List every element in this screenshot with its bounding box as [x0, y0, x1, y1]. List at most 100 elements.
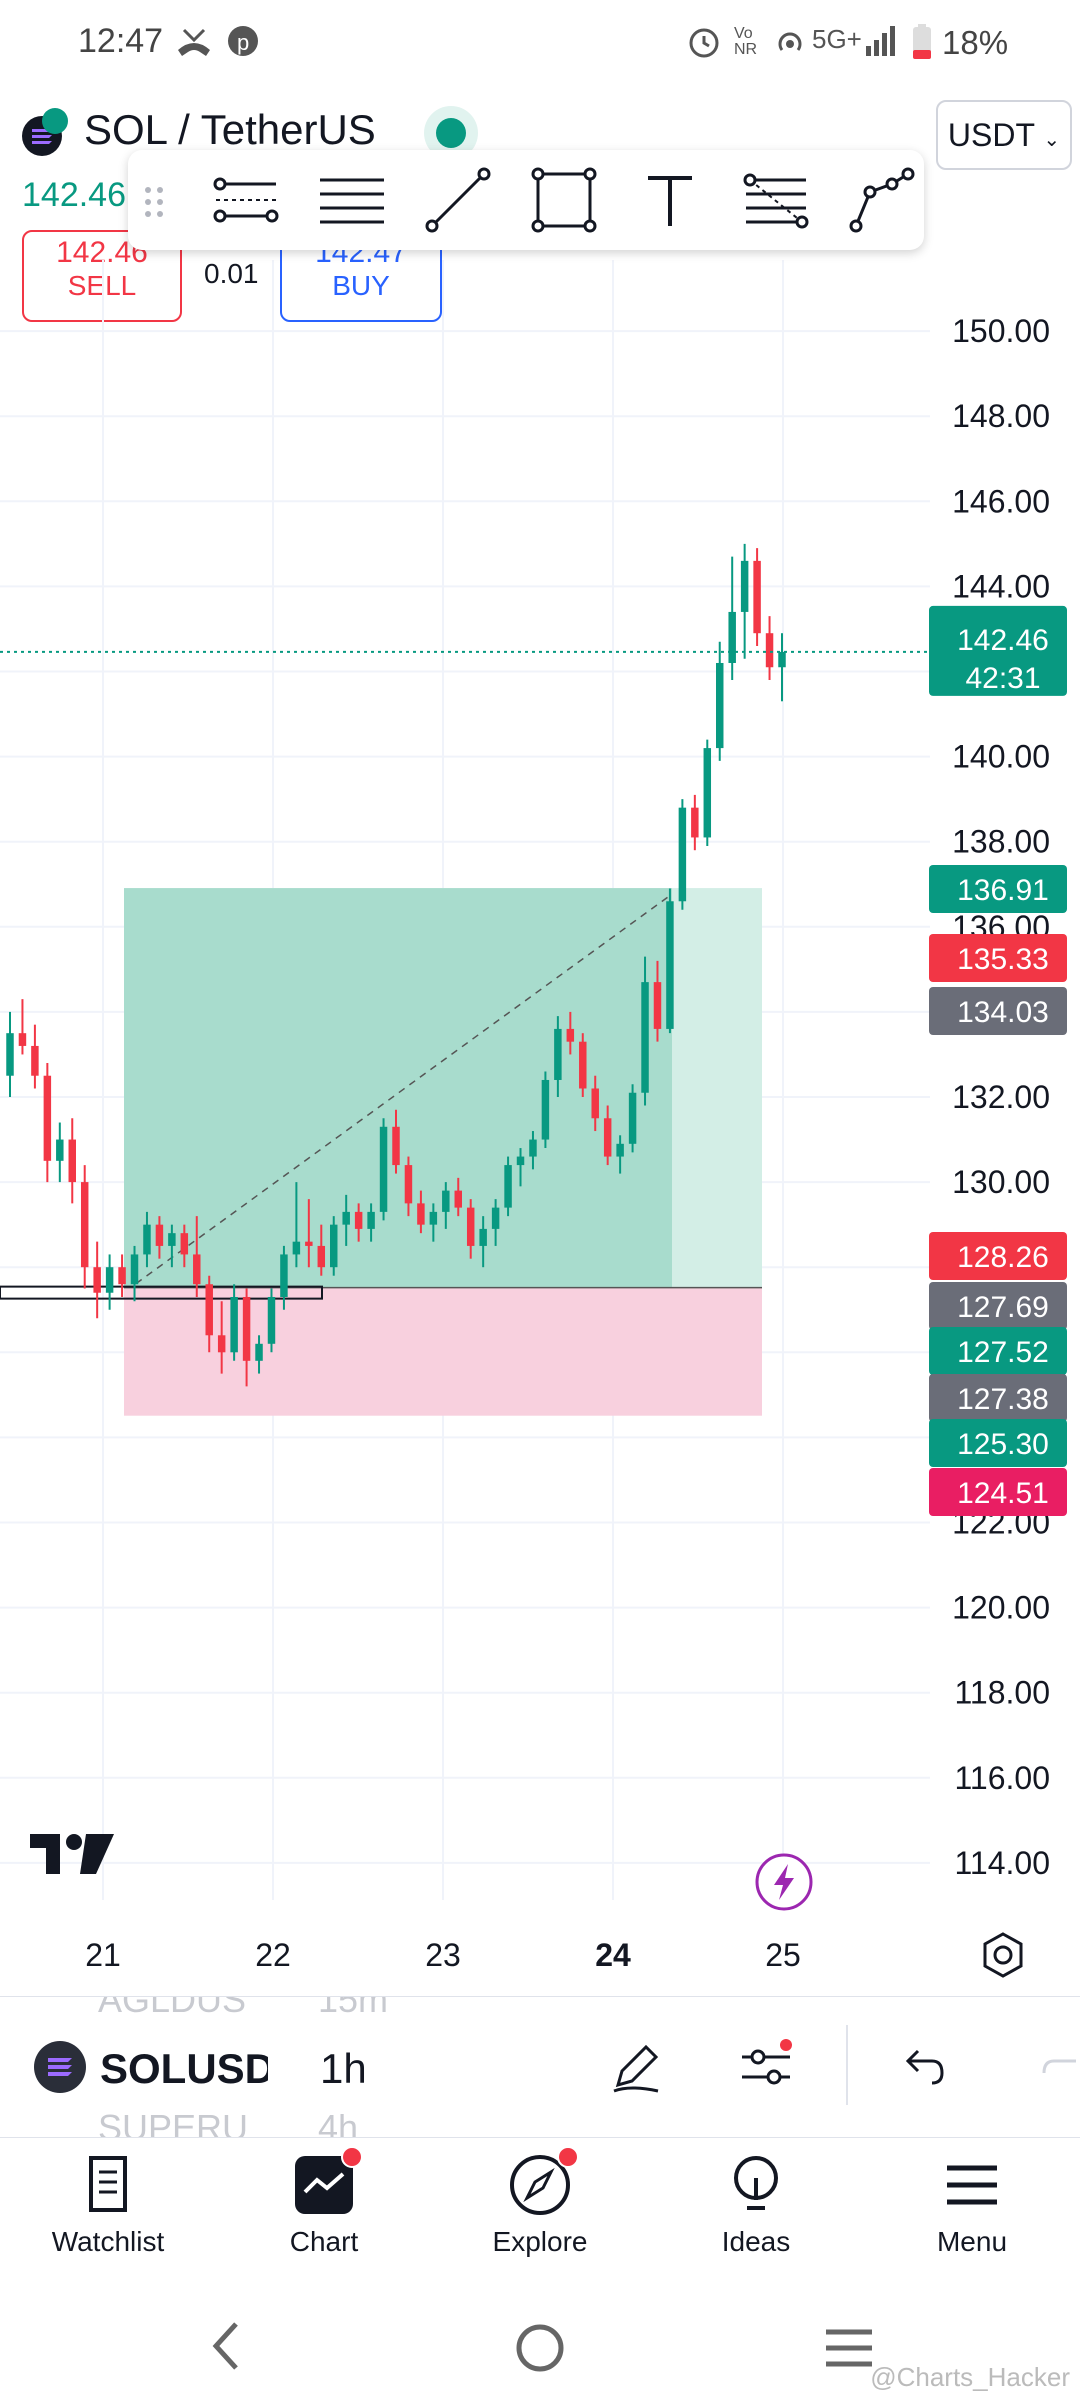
- position-path: [135, 893, 673, 1285]
- price-badge-value: 127.52: [957, 1336, 1049, 1369]
- symbol-title[interactable]: SOL / TetherUS: [84, 106, 376, 153]
- candle-body: [541, 1079, 550, 1140]
- notification-dot: [341, 2146, 363, 2168]
- lightning-icon[interactable]: [754, 1852, 814, 1917]
- bottom-navigation: Watchlist Chart Explore Ideas Menu: [0, 2140, 1080, 2290]
- market-status-icon[interactable]: [436, 118, 466, 148]
- candle-body: [691, 807, 699, 838]
- text-icon[interactable]: [632, 162, 708, 238]
- chevron-down-icon: ⌄: [1043, 129, 1061, 151]
- candle-body: [653, 982, 662, 1029]
- fib-retracement-icon[interactable]: [738, 162, 814, 238]
- candle-body: [579, 1041, 587, 1089]
- candle-body: [454, 1190, 462, 1208]
- price-badge-value: 124.51: [957, 1477, 1049, 1510]
- nav-chart-label: Chart: [289, 2226, 359, 2257]
- path-icon[interactable]: [844, 162, 920, 238]
- candle-body: [404, 1165, 413, 1204]
- nav-explore[interactable]: Explore: [450, 2146, 630, 2258]
- candle-body: [230, 1296, 238, 1353]
- drag-handle-icon[interactable]: [142, 184, 166, 225]
- signal-icon: [864, 24, 900, 63]
- svg-text:p: p: [237, 30, 249, 55]
- candle-body: [367, 1211, 375, 1229]
- price-badge: [929, 1232, 1067, 1280]
- home-icon[interactable]: [512, 2320, 568, 2381]
- symbol-selector[interactable]: SOLUSD: [100, 2045, 268, 2092]
- candle-body: [56, 1139, 64, 1161]
- currency-selector[interactable]: USDT ⌄: [936, 100, 1072, 170]
- price-tick-label: 114.00: [955, 1845, 1051, 1881]
- candle-body: [68, 1139, 76, 1183]
- back-icon[interactable]: [206, 2318, 246, 2379]
- price-tick-label: 120.00: [952, 1590, 1050, 1626]
- candle-body: [242, 1296, 251, 1361]
- alarm-icon: [686, 24, 722, 65]
- candle-body: [479, 1228, 487, 1246]
- candle-body: [379, 1126, 388, 1212]
- nav-watchlist[interactable]: Watchlist: [18, 2150, 198, 2258]
- trend-line-icon[interactable]: [420, 162, 496, 238]
- next-symbol[interactable]: SUPERU: [98, 2107, 249, 2138]
- price-chart[interactable]: 152.00 150.00 148.00 146.00 144.00 140.00 138.…: [0, 260, 1080, 2000]
- price-badge: [929, 1468, 1067, 1516]
- bar-countdown: 42:31: [965, 662, 1040, 695]
- candle-body: [666, 901, 674, 1029]
- nav-menu[interactable]: Menu: [882, 2150, 1062, 2258]
- price-badge-value: 128.26: [957, 1241, 1049, 1274]
- exchange-icon: [42, 108, 68, 134]
- candle-body: [417, 1203, 425, 1225]
- battery-icon: [912, 24, 932, 65]
- parallel-channel-icon[interactable]: [208, 162, 284, 238]
- price-tick-label: 130.00: [952, 1164, 1050, 1200]
- interval-selector[interactable]: 1h: [320, 2045, 367, 2092]
- price-tick-label: 152.00: [952, 260, 1050, 264]
- time-tick-label: 23: [425, 1937, 461, 1973]
- nav-chart[interactable]: Chart: [234, 2146, 414, 2258]
- profit-zone: [124, 888, 672, 1288]
- prev-interval[interactable]: 15m: [318, 1996, 389, 2020]
- candle-body: [80, 1182, 89, 1268]
- nav-menu-label: Menu: [936, 2226, 1008, 2257]
- prev-symbol[interactable]: AGLDUS: [98, 1996, 247, 2020]
- pen-icon[interactable]: [606, 2037, 666, 2102]
- symbol-bar: AGLDUS 15m SOLUSD 1h SUPERU 4h: [0, 1996, 1080, 2138]
- price-badge: [929, 934, 1067, 982]
- price-badge: [929, 1419, 1067, 1467]
- candle-body: [180, 1233, 189, 1255]
- horizontal-lines-icon[interactable]: [314, 162, 390, 238]
- redo-icon[interactable]: [1036, 2041, 1080, 2100]
- time-tick-label: 22: [255, 1937, 291, 1973]
- candle-body: [18, 1033, 27, 1046]
- drawing-toolbar: [128, 150, 924, 250]
- price-badge-value: 135.33: [957, 943, 1049, 976]
- rectangle-icon[interactable]: [526, 162, 602, 238]
- nav-ideas-label: Ideas: [721, 2226, 791, 2257]
- time-tick-label: 21: [85, 1937, 121, 1973]
- chart-settings-icon[interactable]: [978, 1930, 1028, 1985]
- indicators-icon[interactable]: [736, 2037, 796, 2102]
- price-badge-value: 136.91: [957, 874, 1049, 907]
- last-price: 142.46: [22, 176, 126, 214]
- time-tick-label: 24: [595, 1937, 631, 1973]
- recents-icon[interactable]: [822, 2326, 876, 2375]
- candle-body: [728, 611, 736, 663]
- next-interval[interactable]: 4h: [318, 2107, 359, 2138]
- sol-logo: [34, 2041, 86, 2093]
- price-badge: [929, 987, 1067, 1035]
- candle-body: [703, 748, 712, 838]
- price-tick-label: 132.00: [952, 1079, 1050, 1115]
- candle-body: [43, 1075, 52, 1161]
- undo-icon[interactable]: [896, 2041, 950, 2100]
- selection-rect: [0, 1285, 323, 1300]
- candle-body: [678, 807, 687, 902]
- candle-body: [603, 1118, 612, 1157]
- candle-body: [504, 1165, 512, 1208]
- price-tick-label: 144.00: [952, 568, 1050, 604]
- candle-body: [740, 560, 749, 612]
- nav-ideas[interactable]: Ideas: [666, 2150, 846, 2258]
- current-price-value: 142.46: [957, 624, 1049, 657]
- system-navigation: [0, 2290, 1080, 2400]
- currency-label: USDT: [947, 117, 1035, 153]
- candle-body: [628, 1092, 637, 1144]
